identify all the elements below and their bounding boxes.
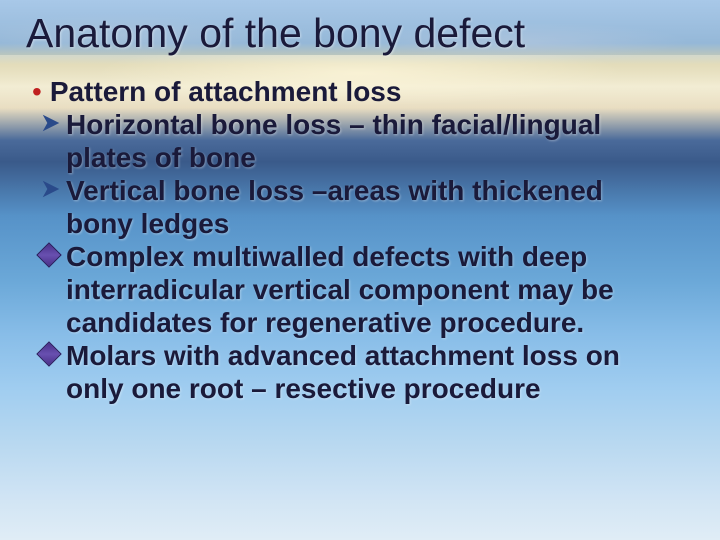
list-item-text: candidates for regenerative procedure. bbox=[66, 306, 584, 339]
list-item-text: only one root – resective procedure bbox=[66, 372, 541, 405]
list-item: Horizontal bone loss – thin facial/lingu… bbox=[26, 108, 694, 141]
list-item: Vertical bone loss –areas with thickened bbox=[26, 174, 694, 207]
diamond-icon bbox=[40, 240, 58, 264]
list-item-continuation: plates of bone bbox=[26, 141, 694, 174]
list-item-continuation: only one root – resective procedure bbox=[26, 372, 694, 405]
list-item-continuation: interradicular vertical component may be bbox=[26, 273, 694, 306]
list-item-text: Molars with advanced attachment loss on bbox=[66, 339, 620, 372]
list-item-text: interradicular vertical component may be bbox=[66, 273, 614, 306]
list-item-text: Horizontal bone loss – thin facial/lingu… bbox=[66, 108, 601, 141]
slide: Anatomy of the bony defect • Pattern of … bbox=[0, 0, 720, 540]
list-item: Molars with advanced attachment loss on bbox=[26, 339, 694, 372]
list-item: Complex multiwalled defects with deep bbox=[26, 240, 694, 273]
list-item-continuation: bony ledges bbox=[26, 207, 694, 240]
bullet-dot-icon: • bbox=[32, 75, 42, 108]
subheading-line: • Pattern of attachment loss bbox=[26, 75, 694, 108]
arrow-right-icon bbox=[40, 108, 62, 134]
list-item-text: bony ledges bbox=[66, 207, 229, 240]
list-item-text: Vertical bone loss –areas with thickened bbox=[66, 174, 603, 207]
page-title: Anatomy of the bony defect bbox=[26, 10, 694, 57]
list-item-continuation: candidates for regenerative procedure. bbox=[26, 306, 694, 339]
subheading-text: Pattern of attachment loss bbox=[50, 75, 402, 108]
list-item-text: Complex multiwalled defects with deep bbox=[66, 240, 587, 273]
arrow-right-icon bbox=[40, 174, 62, 200]
diamond-icon bbox=[40, 339, 58, 363]
list-item-text: plates of bone bbox=[66, 141, 256, 174]
